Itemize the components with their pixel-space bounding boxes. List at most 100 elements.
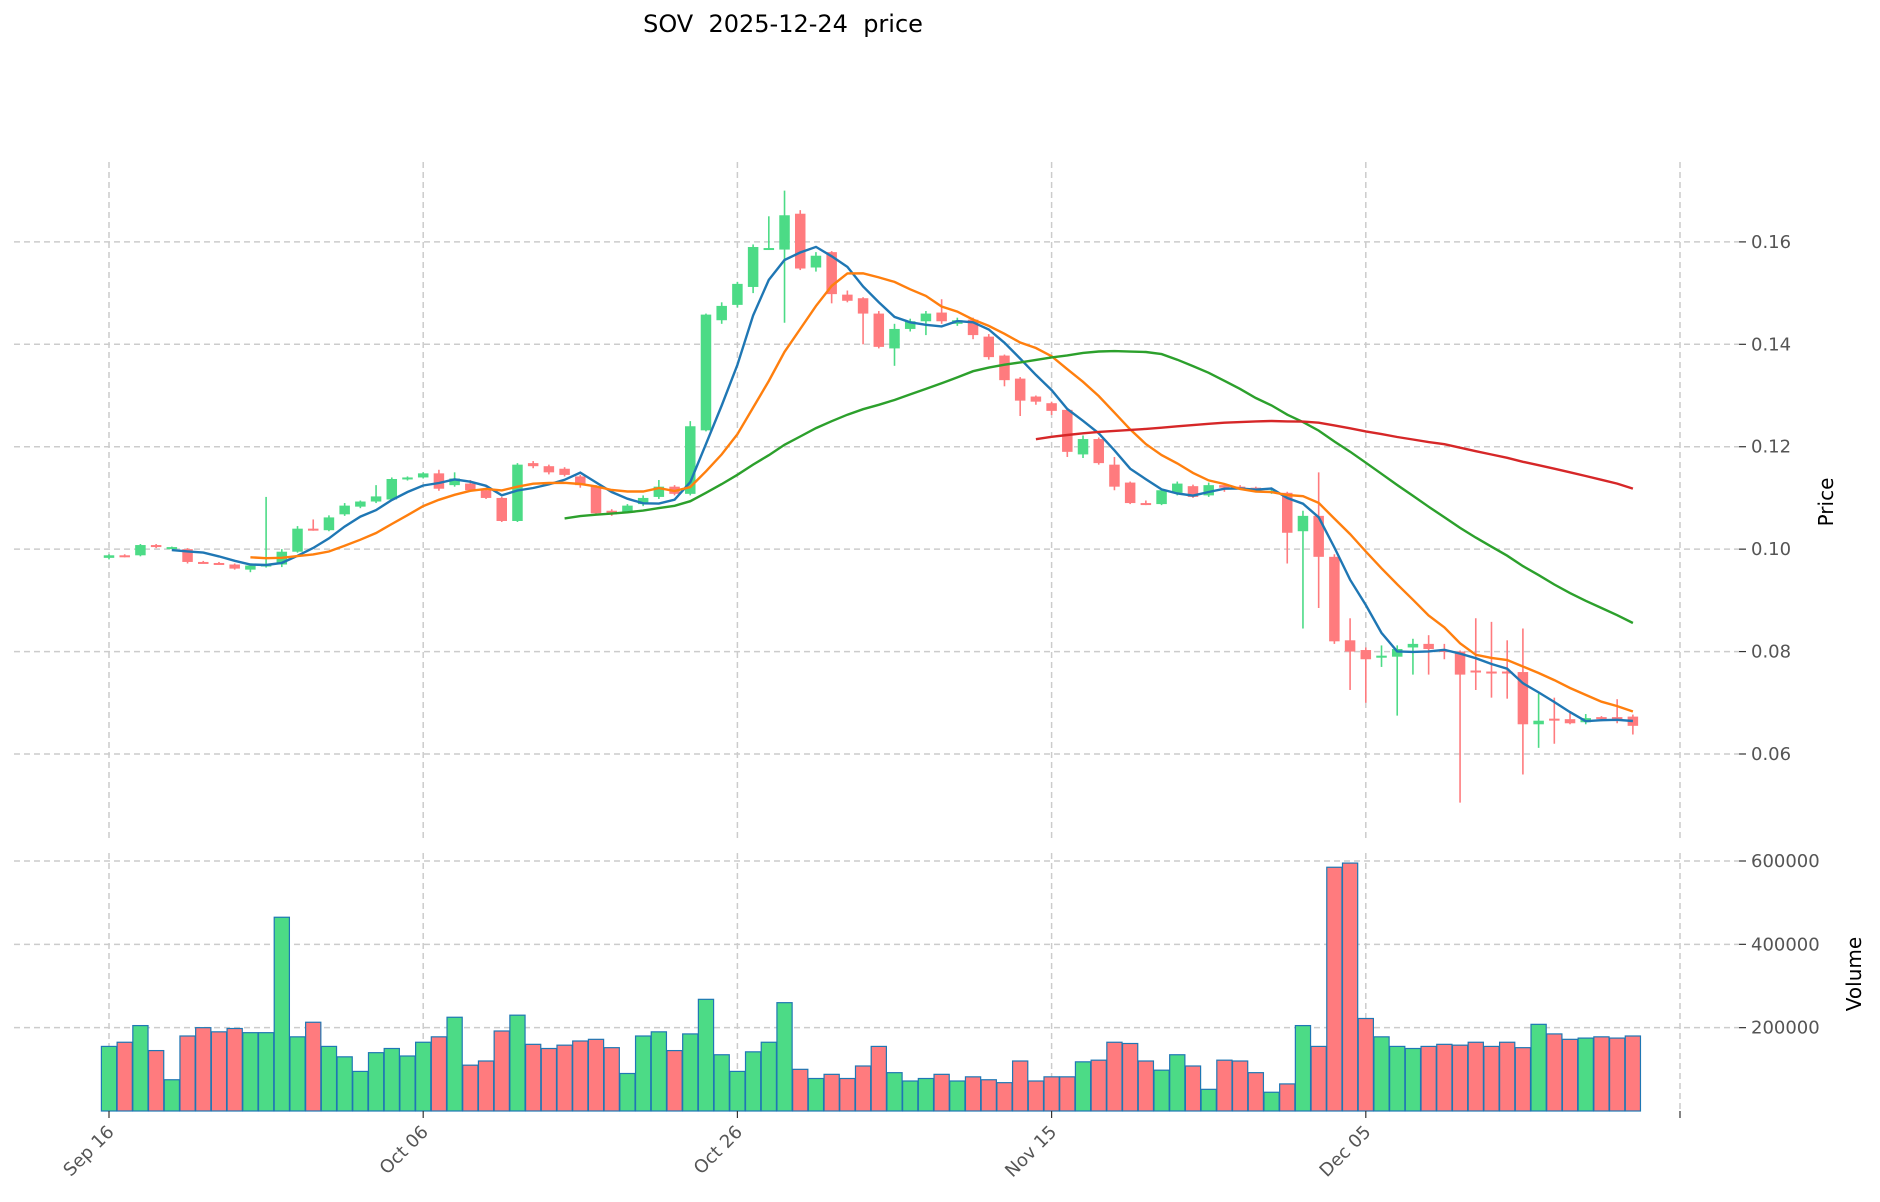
- candle-body: [1187, 486, 1199, 497]
- candle-body: [747, 247, 759, 287]
- candle-body: [307, 528, 319, 531]
- candle-body: [480, 490, 492, 498]
- candle-body: [1172, 483, 1183, 493]
- volume-bar: [132, 1024, 149, 1112]
- volume-bar: [1498, 1041, 1516, 1112]
- volume-bar: [1011, 1060, 1029, 1112]
- candle-body: [1297, 515, 1309, 532]
- candle-body: [1124, 482, 1136, 504]
- volume-bar: [1043, 1076, 1060, 1112]
- volume-bar: [933, 1073, 950, 1112]
- candle-body: [449, 478, 460, 486]
- price-tick-label: 0.08: [1751, 642, 1791, 663]
- chart-title: SOV 2025-12-24 price: [643, 10, 923, 38]
- ma60-line: [1035, 419, 1634, 490]
- grid-lines: [14, 162, 1739, 1111]
- price-tick-label: 0.10: [1751, 539, 1791, 560]
- candle-body: [198, 561, 209, 564]
- candle-body: [1313, 515, 1324, 557]
- volume-bar: [336, 1056, 353, 1112]
- volume-bar: [273, 916, 291, 1112]
- volume-bar: [179, 1035, 196, 1112]
- volume-bar: [1294, 1024, 1312, 1112]
- volume-bar: [697, 998, 715, 1112]
- candle-body: [1517, 672, 1529, 725]
- candle-body: [1376, 655, 1387, 658]
- candle-body: [1344, 640, 1356, 652]
- ma5-line: [171, 245, 1633, 723]
- price-candles: [103, 190, 1639, 803]
- volume-tick-label: 200000: [1751, 1018, 1820, 1039]
- candle-body: [763, 248, 775, 251]
- candle-body: [1454, 651, 1466, 675]
- volume-bar: [1326, 866, 1343, 1112]
- volume-bar: [195, 1027, 212, 1112]
- volume-bar: [713, 1054, 730, 1112]
- candle-body: [1077, 439, 1089, 455]
- x-tick-label: Oct 26: [690, 1122, 747, 1179]
- volume-bar: [776, 1002, 793, 1112]
- candle-body: [575, 476, 586, 486]
- x-tick-label: Oct 06: [376, 1122, 433, 1179]
- candle-body: [637, 497, 649, 505]
- volume-bar: [1216, 1059, 1233, 1112]
- volume-bar: [352, 1070, 369, 1112]
- volume-bar: [949, 1080, 966, 1112]
- candle-body: [842, 294, 853, 301]
- volume-bar: [446, 1016, 463, 1112]
- candle-body: [810, 255, 822, 268]
- volume-bar: [603, 1047, 620, 1112]
- candle-body: [1203, 485, 1214, 496]
- ma30-line: [564, 349, 1634, 625]
- candle-body: [857, 298, 869, 314]
- volume-tick-label: 600000: [1751, 851, 1820, 872]
- candle-body: [1046, 403, 1057, 411]
- volume-bar: [1106, 1041, 1123, 1112]
- volume-bar: [1514, 1047, 1532, 1112]
- candle-body: [512, 464, 523, 521]
- candle-body: [1533, 720, 1544, 725]
- candle-body: [732, 283, 743, 305]
- volume-bar: [210, 1031, 228, 1112]
- volume-bar: [1404, 1047, 1422, 1112]
- candle-body: [873, 313, 885, 347]
- volume-bar: [289, 1036, 306, 1112]
- volume-bar: [1137, 1060, 1155, 1112]
- price-tick-label: 0.14: [1751, 334, 1791, 355]
- candle-body: [245, 565, 256, 570]
- volume-bar: [163, 1079, 181, 1112]
- volume-bar: [650, 1031, 668, 1112]
- volume-bar: [1420, 1045, 1437, 1112]
- candle-body: [370, 496, 382, 502]
- candle-body: [700, 314, 712, 431]
- volume-bar: [870, 1045, 887, 1112]
- volume-bar: [996, 1082, 1013, 1112]
- candle-body: [1093, 439, 1104, 464]
- volume-bar: [666, 1049, 683, 1112]
- volume-bar: [634, 1035, 652, 1112]
- candle-body: [559, 468, 570, 475]
- candle-body: [402, 477, 413, 480]
- volume-bar: [477, 1060, 495, 1112]
- candle-body: [653, 486, 665, 497]
- candle-body: [527, 463, 539, 467]
- candle-body: [1014, 378, 1026, 401]
- candle-body: [135, 545, 146, 556]
- price-tick-label: 0.06: [1751, 744, 1791, 765]
- candle-body: [1219, 485, 1230, 488]
- volume-bar: [854, 1065, 872, 1112]
- volume-bar: [980, 1079, 997, 1112]
- volume-bar: [1577, 1037, 1594, 1112]
- volume-bar: [1561, 1038, 1579, 1112]
- volume-bar: [760, 1041, 778, 1112]
- candle-body: [292, 528, 303, 552]
- volume-bar: [257, 1032, 275, 1112]
- x-tick-label: Dec 05: [1316, 1122, 1376, 1182]
- candle-body: [622, 505, 633, 513]
- volume-bar: [1200, 1088, 1217, 1112]
- candle-body: [213, 562, 225, 565]
- volume-bar: [682, 1033, 699, 1112]
- candle-body: [1156, 490, 1167, 505]
- candle-body: [1486, 671, 1497, 674]
